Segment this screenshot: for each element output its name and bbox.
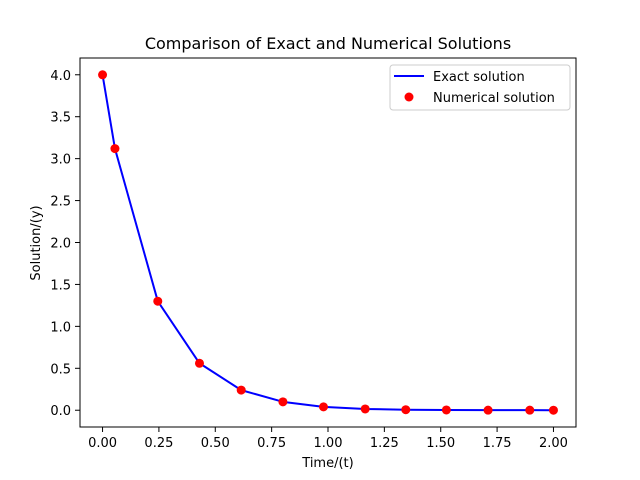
data-point-numerical: [483, 405, 493, 415]
x-tick-label: 0.50: [201, 436, 230, 451]
data-point-numerical: [525, 405, 535, 415]
y-tick-label: 1.5: [50, 278, 71, 293]
x-tick-label: 1.25: [370, 436, 399, 451]
x-tick-label: 2.00: [539, 436, 568, 451]
legend-label-numerical: Numerical solution: [433, 91, 555, 106]
x-tick-label: 0.00: [88, 436, 117, 451]
legend-label-exact: Exact solution: [433, 70, 525, 85]
data-point-numerical: [441, 405, 451, 415]
data-point-numerical: [318, 402, 328, 412]
y-tick-label: 2.5: [50, 195, 71, 210]
y-axis-label: Solution/(y): [29, 205, 44, 280]
data-point-numerical: [548, 405, 558, 415]
axes: 0.00 0.25 0.50 0.75 1.00 1.25 1.50 1.75 2.00 0.0 0…: [50, 57, 577, 451]
legend: Exact solution Numerical solution: [389, 64, 571, 111]
y-tick-label: 1.0: [50, 320, 71, 335]
x-tick-label: 1.75: [483, 436, 512, 451]
data-point-numerical: [236, 385, 246, 395]
x-tick-label: 0.75: [257, 436, 286, 451]
chart-title: Comparison of Exact and Numerical Soluti…: [145, 34, 511, 53]
x-tick-label: 1.00: [314, 436, 343, 451]
y-tick-label: 0.5: [50, 362, 71, 377]
legend-box: [389, 64, 571, 111]
data-point-numerical: [98, 70, 108, 80]
data-point-numerical: [110, 144, 120, 154]
data-point-numerical: [278, 397, 288, 407]
data-point-numerical: [194, 358, 204, 368]
x-axis-label: Time/(t): [301, 456, 353, 471]
legend-swatch-numerical: [404, 92, 414, 102]
y-tick-label: 0.0: [50, 404, 71, 419]
y-tick-label: 2.0: [50, 237, 71, 252]
data-point-numerical: [401, 405, 411, 415]
y-tick-label: 3.5: [50, 111, 71, 126]
plot-area: [98, 70, 558, 415]
y-tick-label: 3.0: [50, 153, 71, 168]
data-point-numerical: [360, 404, 370, 414]
data-point-numerical: [153, 296, 163, 306]
y-tick-label: 4.0: [50, 69, 71, 84]
x-tick-label: 0.25: [144, 436, 173, 451]
x-tick-label: 1.50: [426, 436, 455, 451]
